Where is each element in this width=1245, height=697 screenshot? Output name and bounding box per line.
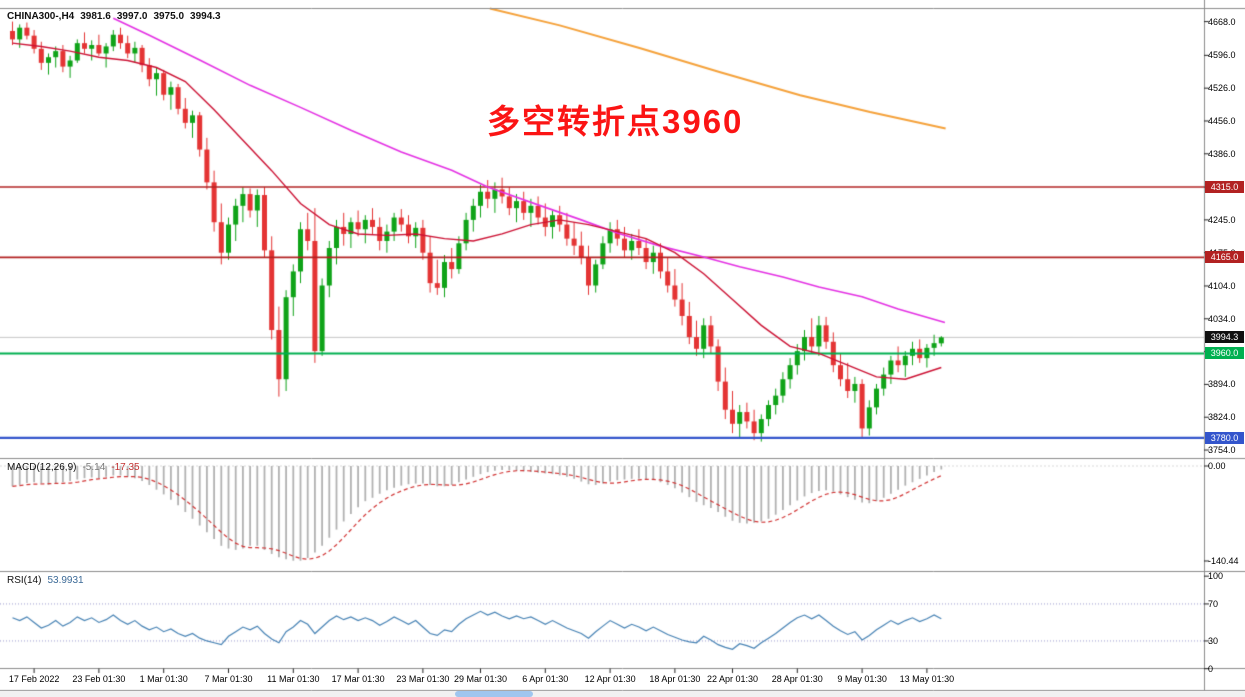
macd-main-value: -5.14	[82, 462, 106, 473]
high-value: 3997.0	[116, 11, 148, 22]
macd-title: MACD(12,26,9)	[7, 462, 77, 473]
horizontal-scrollbar[interactable]	[0, 691, 1245, 697]
rsi-header: RSI(14) 53.9931	[7, 575, 90, 586]
close-value: 3994.3	[190, 11, 221, 22]
scrollbar-thumb[interactable]	[455, 691, 533, 697]
macd-header: MACD(12,26,9) -5.14 -17.35	[7, 462, 146, 473]
low-value: 3975.0	[153, 11, 185, 22]
chart-symbol-header: CHINA300-,H4 3981.6 3997.0 3975.0 3994.3	[7, 11, 227, 22]
rsi-value: 53.9931	[47, 575, 84, 586]
macd-signal-value: -17.35	[111, 462, 140, 473]
rsi-title: RSI(14)	[7, 575, 42, 586]
symbol-period-label: CHINA300-,H4	[7, 11, 75, 22]
open-value: 3981.6	[80, 11, 111, 22]
chart-annotation-text: 多空转折点3960	[487, 103, 744, 140]
